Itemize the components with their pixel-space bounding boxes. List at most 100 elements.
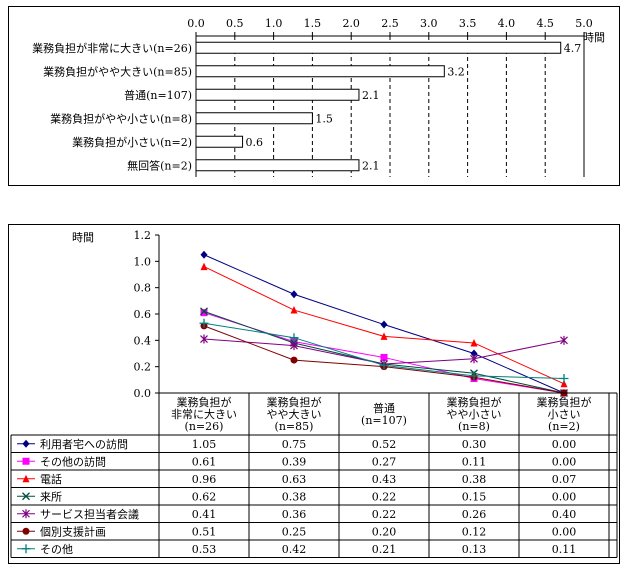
series-group bbox=[199, 318, 569, 384]
table-cell-value: 0.00 bbox=[552, 525, 577, 538]
category-header-label: (n=2) bbox=[548, 420, 580, 433]
series-marker bbox=[21, 544, 31, 554]
bar bbox=[195, 159, 360, 172]
series-marker bbox=[199, 318, 209, 328]
line-chart: 0.0 0.2 0.4 0.6 0.8 1.0 1.2 業務負担が非常に大きい(n=26) 業… bbox=[10, 229, 618, 558]
bar-tick-label: 4.5 bbox=[536, 17, 554, 30]
category-header-label: やや大きい bbox=[267, 407, 322, 421]
legend-label: 個別支援計画 bbox=[40, 524, 106, 538]
table-cell-value: 0.39 bbox=[282, 455, 307, 468]
category-header-label: 業務負担が bbox=[177, 395, 232, 409]
table-cell-value: 0.43 bbox=[372, 473, 397, 486]
bar-tick-label: 2.0 bbox=[342, 17, 360, 30]
category-header-label: 業務負担が bbox=[537, 395, 592, 409]
y-tick-label: 1.2 bbox=[134, 229, 152, 242]
series-marker bbox=[22, 509, 30, 519]
table-cell-value: 0.15 bbox=[462, 490, 487, 503]
y-tick-label: 0.2 bbox=[134, 361, 152, 374]
y-tick-label: 0.6 bbox=[134, 308, 152, 321]
table-cell-value: 0.25 bbox=[282, 525, 307, 538]
series-marker bbox=[22, 474, 30, 483]
series-marker bbox=[200, 334, 208, 344]
table-cell-value: 0.30 bbox=[462, 438, 487, 451]
table-cell-value: 0.38 bbox=[462, 473, 487, 486]
series-marker bbox=[379, 360, 389, 370]
series-marker bbox=[470, 349, 478, 358]
series-marker bbox=[560, 335, 568, 345]
bar-category-label: 普通(n=107) bbox=[124, 88, 192, 102]
bar-value-label: 0.6 bbox=[246, 136, 264, 149]
table-cell-value: 1.05 bbox=[192, 438, 217, 451]
table-cell-value: 0.27 bbox=[372, 455, 397, 468]
legend-label: 来所 bbox=[40, 490, 62, 503]
legend-label: その他 bbox=[40, 543, 73, 556]
table-cell-value: 0.41 bbox=[192, 508, 217, 521]
category-header-label: (n=26) bbox=[185, 420, 224, 433]
bar-category-label: 業務負担が小さい(n=2) bbox=[72, 135, 192, 149]
table-cell-value: 0.52 bbox=[372, 438, 397, 451]
table-cell-value: 0.40 bbox=[552, 508, 577, 521]
series-marker bbox=[22, 457, 30, 465]
series-marker bbox=[290, 306, 298, 314]
series-group bbox=[200, 250, 568, 397]
bar-value-label: 4.7 bbox=[564, 42, 582, 55]
series-marker bbox=[380, 332, 388, 340]
table-cell-value: 0.07 bbox=[552, 473, 577, 486]
table-cell-value: 0.20 bbox=[372, 525, 397, 538]
series-marker bbox=[200, 250, 208, 259]
legend-entry: サービス担当者会議 bbox=[17, 507, 139, 521]
legend-entry: その他の訪問 bbox=[17, 454, 106, 468]
table-cell-value: 0.63 bbox=[282, 473, 307, 486]
y-tick-label: 0.0 bbox=[134, 387, 152, 400]
table-cell-value: 0.26 bbox=[462, 508, 487, 521]
bar-tick-label: 1.5 bbox=[304, 17, 322, 30]
series-line bbox=[203, 322, 565, 380]
y-tick-label: 0.8 bbox=[134, 282, 152, 295]
bar-tick-label: 3.5 bbox=[459, 17, 477, 30]
bar-value-label: 1.5 bbox=[315, 112, 333, 125]
table-cell-value: 0.62 bbox=[192, 490, 217, 503]
bar-tick-label: 1.0 bbox=[265, 17, 283, 30]
table-cell-value: 0.22 bbox=[372, 508, 397, 521]
y-tick-label: 1.0 bbox=[134, 255, 152, 268]
legend-label: 電話 bbox=[40, 472, 62, 486]
bar-category-label: 無回答(n=2) bbox=[127, 158, 192, 172]
bar-chart-panel: 0.0 0.5 1.0 1.5 2.0 2.5 3.0 3.5 4.0 4.5 5.0 業務負担が非… bbox=[8, 6, 620, 186]
bar bbox=[195, 41, 562, 54]
series-marker bbox=[200, 262, 208, 271]
series-marker bbox=[380, 353, 388, 361]
series-marker bbox=[470, 354, 478, 364]
series-group bbox=[200, 262, 568, 388]
bar-chart: 0.0 0.5 1.0 1.5 2.0 2.5 3.0 3.5 4.0 4.5 5.0 業務負担が非… bbox=[32, 17, 605, 177]
bar-category-label: 業務負担がやや小さい(n=8) bbox=[50, 111, 192, 125]
legend-entry: その他 bbox=[17, 543, 73, 556]
line-unit-label: 時間 bbox=[72, 231, 94, 244]
series-marker bbox=[380, 320, 388, 329]
category-header-label: (n=8) bbox=[458, 420, 490, 433]
table-cell-value: 0.11 bbox=[462, 455, 487, 468]
line-chart-panel: 0.0 0.2 0.4 0.6 0.8 1.0 1.2 業務負担が 非常に大きい (n=26) 業… bbox=[8, 224, 620, 564]
table-cell-value: 0.96 bbox=[192, 473, 217, 486]
series-marker bbox=[200, 309, 208, 317]
table-cell-value: 0.61 bbox=[192, 455, 217, 468]
bar-value-label: 2.1 bbox=[362, 89, 380, 102]
series-marker bbox=[469, 371, 479, 381]
table-cell-value: 0.11 bbox=[552, 543, 577, 556]
category-header-label: 小さい bbox=[548, 408, 581, 421]
bar-tick-label: 5.0 bbox=[575, 17, 593, 30]
table-cell-value: 0.22 bbox=[372, 490, 397, 503]
table-cell-value: 0.75 bbox=[282, 438, 307, 451]
bar-tick-label: 4.0 bbox=[498, 17, 516, 30]
series-marker bbox=[22, 527, 30, 535]
table-cell-value: 0.21 bbox=[372, 543, 397, 556]
series-marker bbox=[560, 379, 568, 388]
category-header-label: (n=85) bbox=[275, 420, 314, 433]
series-marker bbox=[290, 341, 298, 351]
series-marker bbox=[22, 492, 30, 501]
bar-value-label: 3.2 bbox=[447, 65, 465, 78]
legend-label: 利用者宅への訪問 bbox=[40, 437, 128, 451]
legend-entry: 個別支援計画 bbox=[17, 524, 106, 538]
legend-entry: 来所 bbox=[17, 490, 62, 503]
legend-entry: 利用者宅への訪問 bbox=[17, 437, 128, 451]
series-marker bbox=[22, 439, 30, 448]
